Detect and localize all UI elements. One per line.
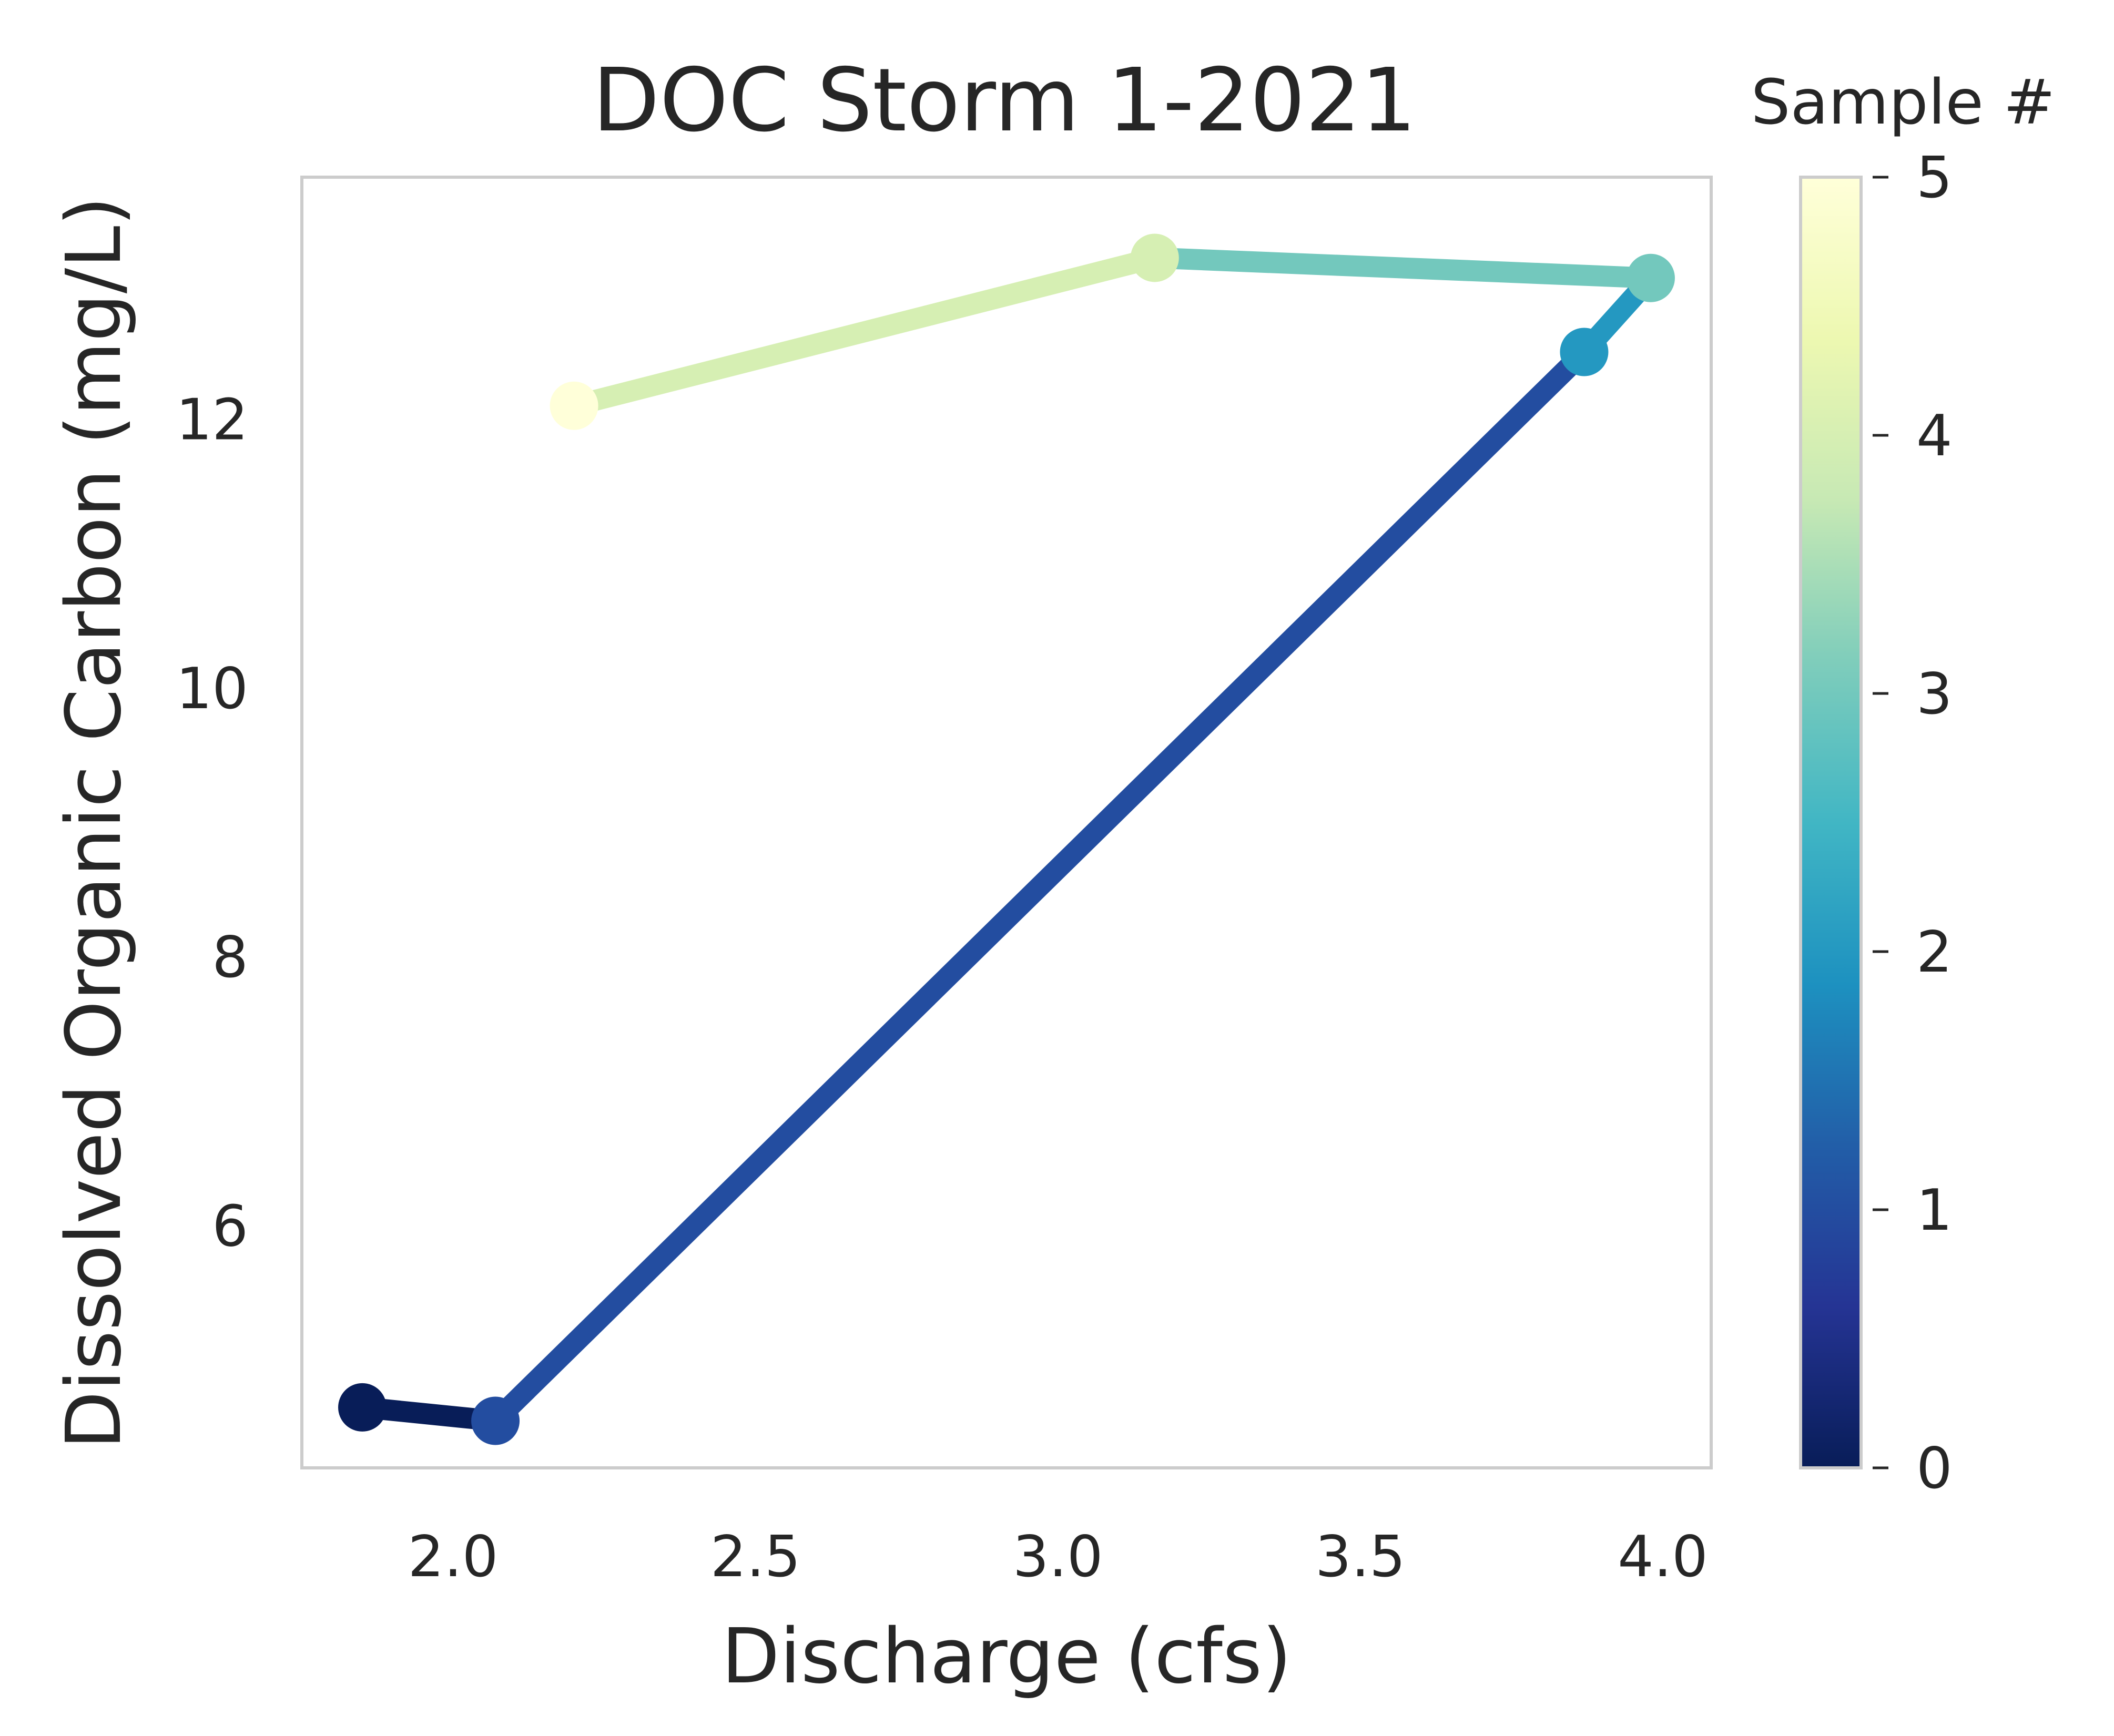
colorbar-tick-label: 4 — [1916, 403, 1953, 469]
marker-layer — [338, 233, 1675, 1445]
chart-title: DOC Storm 1-2021 — [593, 50, 1417, 151]
y-axis-label: Dissolved Organic Carbon (mg/L) — [49, 196, 138, 1449]
x-tick-label: 3.5 — [1315, 1524, 1406, 1590]
y-tick-label: 10 — [176, 656, 248, 722]
y-tick-label: 12 — [176, 387, 248, 453]
colorbar-tick-label: 2 — [1916, 920, 1953, 985]
x-axis-ticks: 2.0 2.5 3.0 3.5 4.0 — [408, 1524, 1708, 1590]
colorbar-tick-label: 1 — [1916, 1178, 1953, 1243]
colorbar-title: Sample # — [1751, 66, 2056, 138]
data-point — [1626, 253, 1675, 302]
y-axis-ticks: 6 8 10 12 — [176, 387, 248, 1259]
colorbar-tick-label: 5 — [1916, 145, 1953, 211]
y-tick-label: 6 — [212, 1194, 248, 1260]
x-tick-label: 2.0 — [408, 1524, 499, 1590]
x-tick-label: 3.0 — [1013, 1524, 1103, 1590]
data-point — [1130, 233, 1179, 282]
y-tick-label: 8 — [212, 925, 248, 990]
x-tick-label: 2.5 — [710, 1524, 801, 1590]
series-segment — [571, 248, 1157, 416]
colorbar-tick-label: 0 — [1916, 1436, 1953, 1502]
x-tick-label: 4.0 — [1618, 1524, 1708, 1590]
colorbar-tick-label: 3 — [1916, 661, 1953, 727]
data-point — [471, 1396, 520, 1445]
plot-area — [300, 176, 1713, 1469]
data-point — [550, 381, 598, 430]
data-point — [1560, 328, 1609, 376]
series-segment — [488, 344, 1592, 1428]
series-segment — [1154, 247, 1651, 289]
colorbar-ticks: 0 1 2 3 4 5 — [1873, 145, 1953, 1502]
x-axis-label: Discharge (cfs) — [721, 1612, 1292, 1700]
colorbar — [1799, 176, 1863, 1469]
data-point — [338, 1383, 387, 1432]
